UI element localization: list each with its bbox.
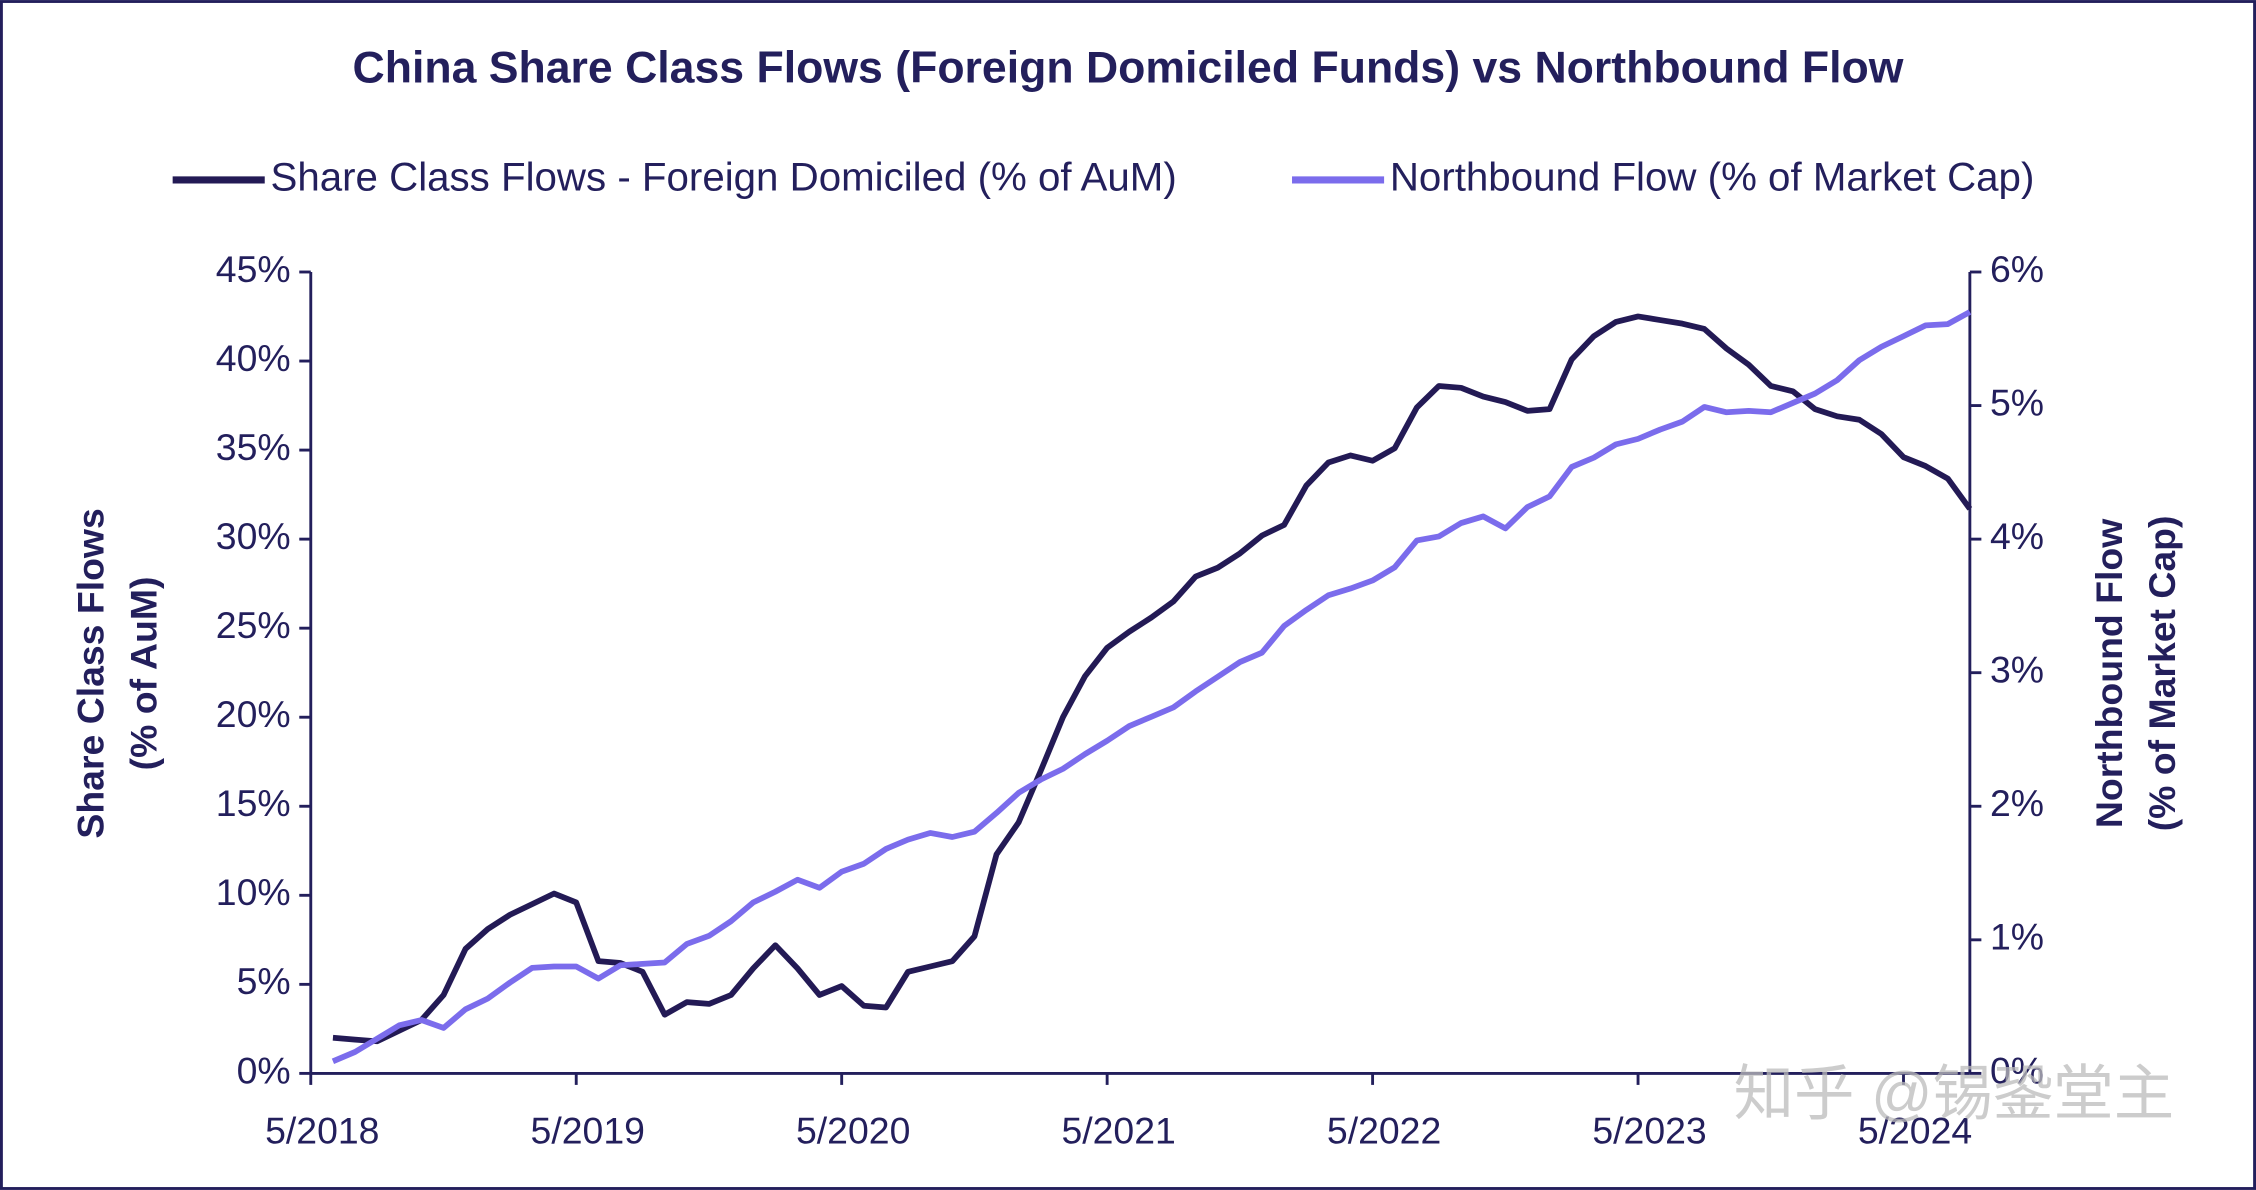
y-tick-label: 20% [216, 693, 291, 735]
watermark: 知乎 @锡銎堂主 [1734, 1059, 2175, 1127]
x-tick-label: 5/2019 [531, 1110, 645, 1152]
y-tick-label: 15% [216, 782, 291, 824]
y-axis-label: (% of AuM) [123, 576, 165, 770]
x-tick-label: 5/2018 [265, 1110, 379, 1152]
x-tick-label: 5/2022 [1327, 1110, 1441, 1152]
y2-tick-label: 3% [1990, 649, 2044, 691]
y2-tick-label: 4% [1990, 515, 2044, 557]
y2-tick-label: 5% [1990, 381, 2044, 423]
y-tick-label: 5% [237, 960, 291, 1002]
y2-axis-label: (% of Market Cap) [2141, 516, 2183, 832]
y-tick-label: 0% [237, 1049, 291, 1091]
x-tick-label: 5/2023 [1592, 1110, 1706, 1152]
y2-tick-label: 1% [1990, 916, 2044, 958]
legend-label: Share Class Flows - Foreign Domiciled (%… [270, 155, 1176, 200]
y-tick-label: 10% [216, 871, 291, 913]
legend-label: Northbound Flow (% of Market Cap) [1390, 155, 2035, 200]
y2-axis-label: Northbound Flow [2088, 518, 2130, 828]
x-tick-label: 5/2024 [1858, 1110, 1972, 1152]
x-tick-label: 5/2020 [796, 1110, 910, 1152]
y2-tick-label: 2% [1990, 782, 2044, 824]
series-line [331, 309, 1972, 1064]
chart-title: China Share Class Flows (Foreign Domicil… [353, 43, 1904, 92]
series-line [332, 313, 1973, 1045]
y2-tick-label: 6% [1990, 248, 2044, 290]
y-axis-label: Share Class Flows [69, 508, 111, 838]
y-tick-label: 25% [216, 604, 291, 646]
y2-tick-label: 0% [1990, 1049, 2044, 1091]
y-tick-label: 45% [216, 248, 291, 290]
x-tick-label: 5/2021 [1061, 1110, 1175, 1152]
y-tick-label: 40% [216, 337, 291, 379]
y-tick-label: 30% [216, 515, 291, 557]
y-tick-label: 35% [216, 426, 291, 468]
